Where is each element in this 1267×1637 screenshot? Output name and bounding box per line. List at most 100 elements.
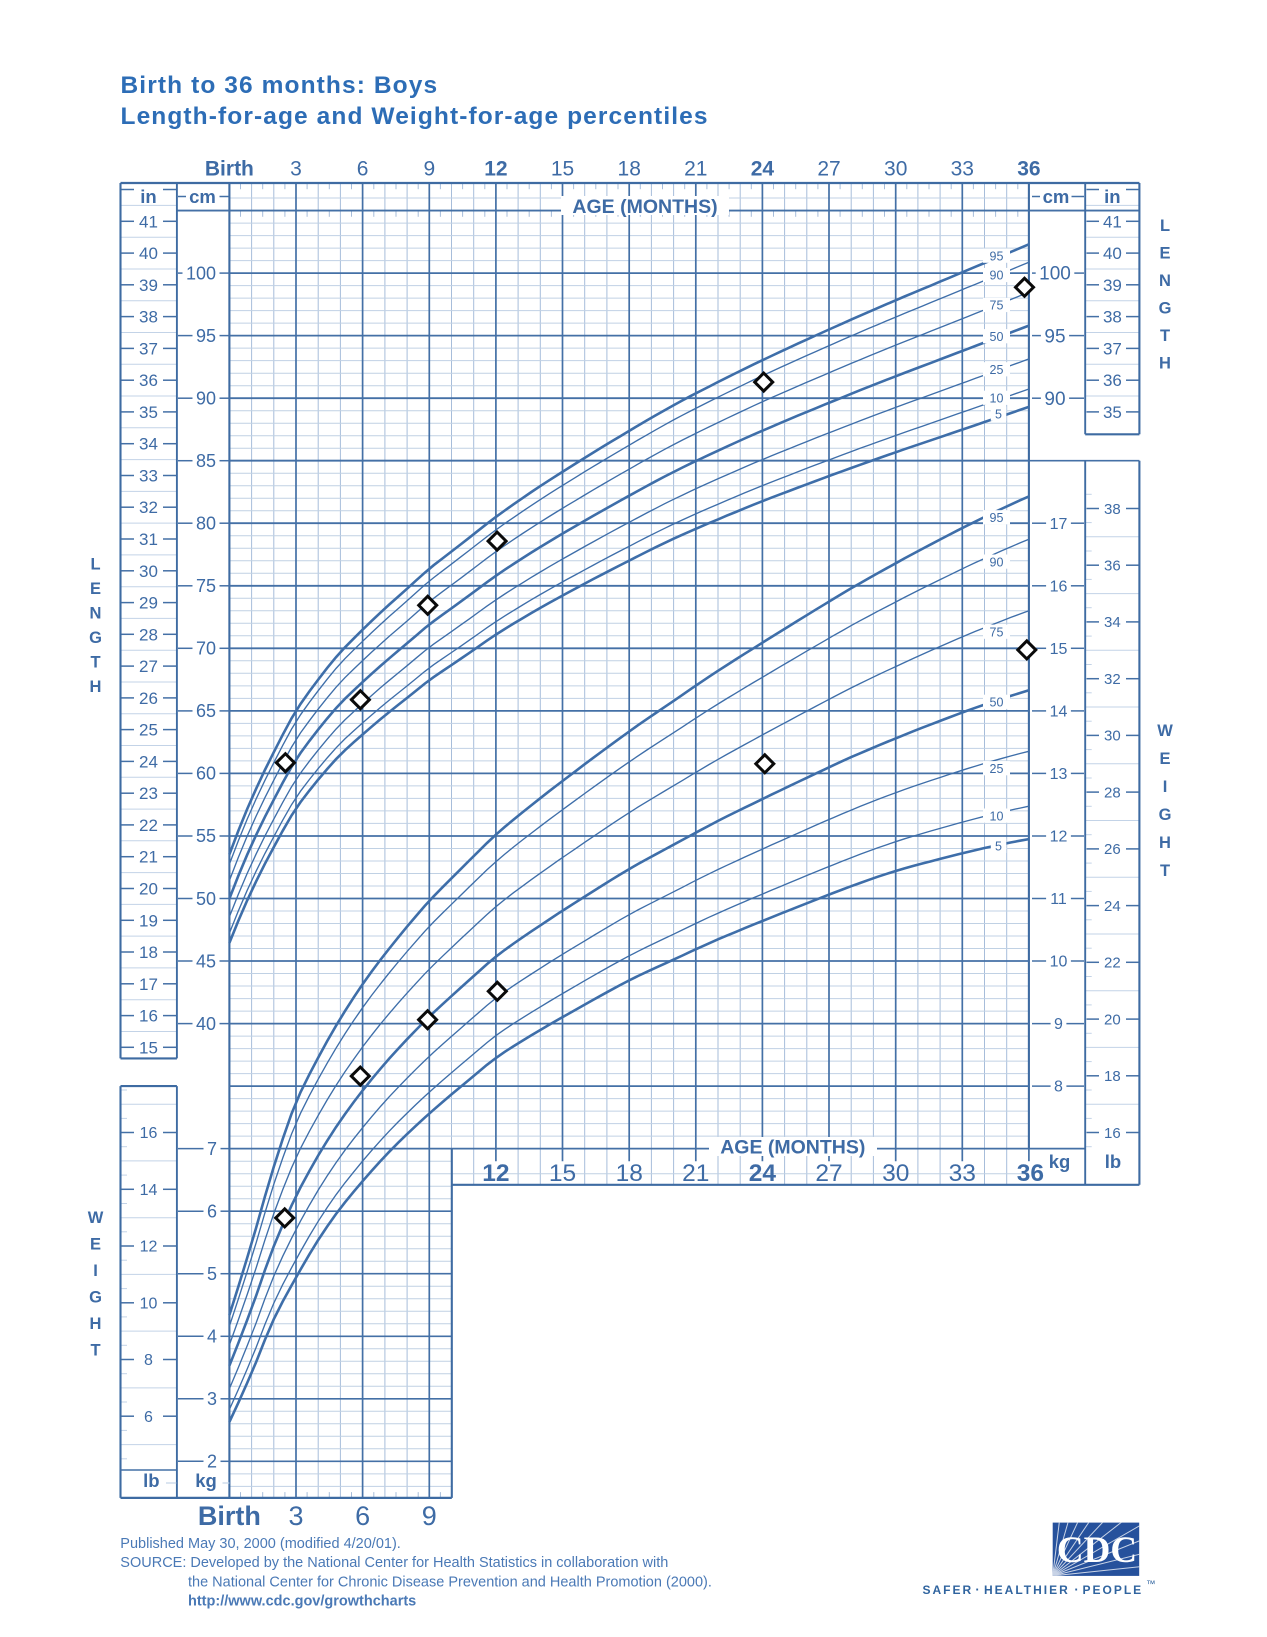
svg-text:21: 21: [139, 848, 158, 867]
svg-text:in: in: [1104, 186, 1120, 207]
svg-text:37: 37: [1103, 339, 1122, 358]
svg-text:15: 15: [1050, 641, 1068, 658]
svg-text:38: 38: [139, 308, 158, 327]
svg-text:90: 90: [990, 269, 1004, 283]
svg-text:3: 3: [290, 158, 302, 181]
svg-text:12: 12: [1050, 829, 1068, 846]
svg-text:lb: lb: [143, 1470, 159, 1491]
svg-text:38: 38: [1103, 308, 1122, 327]
svg-text:http://www.cdc.gov/growthchart: http://www.cdc.gov/growthcharts: [188, 1593, 416, 1609]
svg-text:38: 38: [1104, 501, 1121, 518]
svg-text:36: 36: [139, 371, 158, 390]
svg-text:22: 22: [139, 816, 158, 835]
svg-text:I: I: [1163, 778, 1168, 796]
svg-text:40: 40: [196, 1014, 216, 1034]
svg-text:50: 50: [990, 330, 1004, 344]
svg-text:50: 50: [990, 696, 1004, 710]
svg-text:13: 13: [1050, 766, 1068, 783]
svg-text:70: 70: [196, 639, 216, 659]
svg-text:15: 15: [549, 1160, 576, 1187]
svg-text:10: 10: [990, 809, 1004, 823]
svg-text:6: 6: [357, 158, 369, 181]
svg-text:the National Center for Chroni: the National Center for Chronic Disease …: [188, 1574, 712, 1590]
svg-text:H: H: [90, 1315, 102, 1333]
svg-text:™: ™: [1146, 1579, 1156, 1590]
svg-text:G: G: [89, 1289, 102, 1307]
svg-text:29: 29: [139, 594, 158, 613]
svg-text:3: 3: [288, 1501, 303, 1531]
svg-text:Birth to 36 months: Boys: Birth to 36 months: Boys: [121, 72, 439, 99]
svg-text:28: 28: [139, 625, 158, 644]
svg-text:60: 60: [196, 764, 216, 784]
svg-text:N: N: [90, 605, 102, 623]
svg-text:21: 21: [684, 158, 707, 181]
svg-text:15: 15: [551, 158, 574, 181]
svg-text:AGE (MONTHS): AGE (MONTHS): [720, 1137, 865, 1159]
svg-text:23: 23: [139, 784, 158, 803]
svg-text:20: 20: [1104, 1011, 1121, 1028]
svg-text:90: 90: [196, 389, 216, 409]
svg-text:E: E: [1159, 750, 1170, 768]
svg-text:G: G: [89, 629, 102, 647]
svg-text:W: W: [88, 1209, 104, 1227]
svg-text:SOURCE: Developed by the Natio: SOURCE: Developed by the National Center…: [120, 1555, 668, 1571]
svg-text:E: E: [90, 580, 101, 598]
svg-text:14: 14: [140, 1182, 158, 1199]
svg-text:28: 28: [1104, 784, 1121, 801]
svg-text:25: 25: [990, 363, 1004, 377]
svg-text:30: 30: [1104, 728, 1121, 745]
svg-text:90: 90: [1044, 389, 1065, 410]
svg-text:CDC: CDC: [1057, 1530, 1137, 1571]
svg-text:5: 5: [207, 1264, 217, 1284]
svg-text:5: 5: [995, 407, 1002, 421]
svg-text:E: E: [1159, 245, 1170, 263]
svg-text:15: 15: [139, 1038, 158, 1057]
svg-text:25: 25: [990, 762, 1004, 776]
svg-text:cm: cm: [1043, 186, 1070, 207]
svg-text:35: 35: [139, 403, 158, 422]
svg-text:14: 14: [1050, 704, 1068, 721]
svg-text:27: 27: [815, 1160, 842, 1187]
svg-text:30: 30: [882, 1160, 909, 1187]
svg-text:9: 9: [422, 1501, 437, 1531]
svg-text:18: 18: [616, 1160, 643, 1187]
svg-text:40: 40: [1103, 244, 1122, 263]
svg-text:10: 10: [140, 1295, 158, 1312]
svg-text:HEALTHIER: HEALTHIER: [984, 1583, 1070, 1597]
svg-text:Birth: Birth: [205, 158, 254, 181]
svg-text:12: 12: [140, 1239, 158, 1256]
svg-text:17: 17: [1050, 516, 1068, 533]
svg-text:40: 40: [139, 244, 158, 263]
svg-text:kg: kg: [1049, 1151, 1071, 1172]
svg-text:100: 100: [186, 263, 216, 283]
svg-text:11: 11: [1050, 891, 1067, 908]
svg-text:W: W: [1157, 722, 1173, 740]
svg-text:12: 12: [484, 158, 507, 181]
svg-text:E: E: [90, 1236, 101, 1254]
svg-text:24: 24: [139, 752, 158, 771]
svg-text:2: 2: [207, 1452, 217, 1472]
svg-text:95: 95: [990, 249, 1004, 263]
svg-text:L: L: [1160, 217, 1170, 235]
svg-text:16: 16: [1050, 578, 1068, 595]
svg-text:8: 8: [1054, 1079, 1063, 1096]
svg-text:41: 41: [1103, 212, 1122, 231]
svg-text:90: 90: [990, 555, 1004, 569]
svg-text:H: H: [1159, 355, 1171, 373]
svg-text:6: 6: [207, 1202, 217, 1222]
svg-text:36: 36: [1017, 158, 1040, 181]
svg-text:37: 37: [139, 339, 158, 358]
svg-text:20: 20: [139, 880, 158, 899]
svg-text:36: 36: [1104, 558, 1121, 575]
svg-text:41: 41: [139, 212, 158, 231]
svg-text:T: T: [90, 654, 100, 672]
svg-text:33: 33: [949, 1160, 976, 1187]
svg-text:33: 33: [951, 158, 974, 181]
svg-text:H: H: [90, 678, 102, 696]
svg-text:H: H: [1159, 834, 1171, 852]
svg-text:6: 6: [144, 1409, 153, 1426]
svg-text:55: 55: [196, 826, 216, 846]
svg-text:25: 25: [139, 721, 158, 740]
svg-text:39: 39: [1103, 276, 1122, 295]
svg-text:21: 21: [682, 1160, 709, 1187]
